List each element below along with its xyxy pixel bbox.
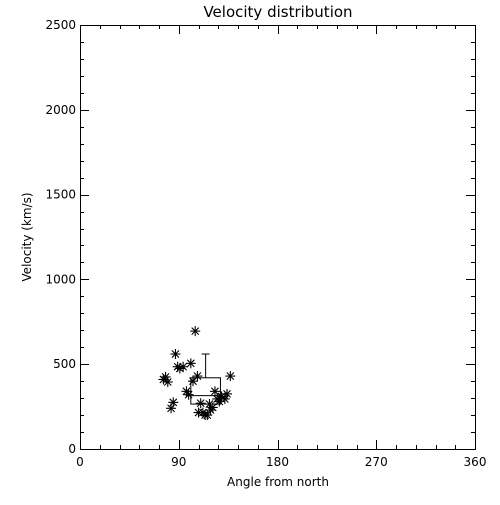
x-axis-label: Angle from north <box>227 475 329 489</box>
y-tick-label: 2000 <box>45 103 76 117</box>
x-tick-label: 0 <box>76 455 84 469</box>
plot-frame <box>80 25 476 450</box>
data-point <box>168 397 179 408</box>
data-points <box>158 326 236 421</box>
y-tick-label: 2500 <box>45 18 76 32</box>
data-point <box>222 388 233 399</box>
data-point <box>202 410 213 421</box>
data-point <box>190 326 201 337</box>
tick-layer: 0 90 180 270 360 0 500 1000 1500 2000 2500 <box>45 18 486 469</box>
y-tick-label: 0 <box>68 442 76 456</box>
x-tick-label: 90 <box>171 455 186 469</box>
data-point <box>225 371 236 382</box>
y-tick-label: 1000 <box>45 272 76 286</box>
y-tick-label: 1500 <box>45 188 76 202</box>
data-point <box>170 349 181 360</box>
data-point <box>209 386 220 397</box>
chart-title: Velocity distribution <box>203 3 352 21</box>
data-point <box>207 402 218 413</box>
x-tick-label: 360 <box>464 455 487 469</box>
data-point <box>178 361 189 372</box>
y-tick-label: 500 <box>53 357 76 371</box>
data-point <box>195 398 206 409</box>
data-point <box>192 371 203 382</box>
data-point <box>183 389 194 400</box>
data-point <box>185 358 196 369</box>
data-point <box>162 377 173 388</box>
x-tick-label: 270 <box>365 455 388 469</box>
data-point <box>219 393 230 404</box>
y-axis-label: Velocity (km/s) <box>20 192 34 281</box>
x-tick-label: 180 <box>266 455 289 469</box>
